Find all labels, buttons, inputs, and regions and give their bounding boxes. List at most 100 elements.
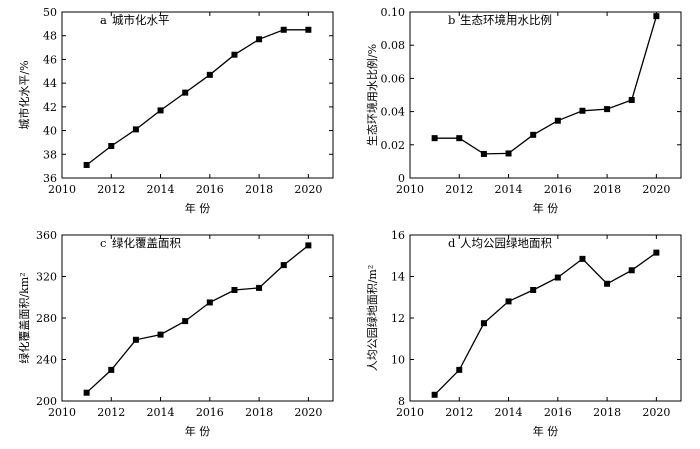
panel-title: 城市化水平 — [112, 13, 170, 27]
data-point-marker — [480, 320, 487, 327]
panel-c-green-coverage-area: 2010 2012 2014 2016 2018 2020 200 240 280 320 360 c… — [17, 229, 334, 438]
plot-frame — [61, 11, 334, 179]
data-point-marker — [231, 51, 238, 58]
y-tick-label: 0.10 — [381, 6, 406, 19]
panel-title: 绿化覆盖面积 — [112, 236, 181, 250]
x-tick-label: 2020 — [642, 406, 670, 419]
y-tick-label: 0.06 — [381, 72, 406, 85]
x-tick-label: 2010 — [396, 406, 424, 419]
x-axis-title: 年 份 — [533, 201, 559, 215]
series-line — [86, 244, 309, 394]
y-tick-label: 360 — [36, 229, 57, 242]
plot-frame — [409, 234, 682, 402]
x-axis-title: 年 份 — [533, 424, 559, 438]
y-tick-label: 50 — [43, 6, 57, 19]
data-point-marker — [132, 126, 139, 133]
data-point-marker — [132, 336, 139, 343]
x-tick-label: 2020 — [294, 406, 322, 419]
data-point-marker — [579, 107, 586, 114]
x-tick-label: 2018 — [593, 183, 621, 196]
data-point-marker — [505, 150, 512, 157]
x-tick-label: 2010 — [48, 183, 76, 196]
data-point-marker — [83, 161, 90, 168]
y-tick-label: 0.04 — [381, 106, 406, 119]
panel-title: 生态环境用水比例 — [460, 13, 552, 27]
x-tick-label: 2010 — [396, 183, 424, 196]
y-tick-label: 8 — [398, 395, 405, 408]
y-tick-label: 36 — [43, 172, 57, 185]
x-tick-label: 2012 — [445, 183, 473, 196]
data-point-marker — [628, 96, 635, 103]
data-point-marker — [182, 89, 189, 96]
x-axis-title: 年 份 — [185, 424, 211, 438]
data-point-marker — [431, 135, 438, 142]
x-tick-label: 2012 — [97, 406, 125, 419]
x-tick-label: 2018 — [245, 183, 273, 196]
y-tick-label: 0.08 — [381, 39, 406, 52]
data-point-marker — [280, 26, 287, 33]
x-tick-label: 2012 — [97, 183, 125, 196]
y-tick-label: 16 — [391, 229, 405, 242]
data-point-marker — [530, 131, 537, 138]
x-tick-label: 2020 — [294, 183, 322, 196]
data-point-marker — [604, 280, 611, 287]
data-point-marker — [182, 318, 189, 325]
data-point-marker — [157, 107, 164, 114]
data-point-marker — [157, 331, 164, 338]
x-tick-label: 2014 — [495, 406, 523, 419]
y-tick-label: 48 — [43, 30, 57, 43]
data-point-marker — [83, 389, 90, 396]
panel-d-park-green-per-capita: 2010 2012 2014 2016 2018 2020 8 10 12 14 16 d 人均公园绿地… — [365, 229, 682, 438]
x-tick-label: 2016 — [544, 183, 572, 196]
data-point-marker — [280, 262, 287, 269]
data-point-marker — [456, 366, 463, 373]
data-point-marker — [554, 274, 561, 281]
y-tick-label: 240 — [36, 354, 57, 367]
data-point-marker — [256, 284, 263, 291]
y-axis-title: 绿化覆盖面积/km² — [17, 272, 31, 363]
data-point-marker — [206, 299, 213, 306]
data-point-marker — [256, 36, 263, 43]
panel-title: 人均公园绿地面积 — [460, 236, 552, 250]
y-tick-label: 200 — [36, 395, 57, 408]
data-point-marker — [231, 286, 238, 293]
panel-b-eco-water-ratio: 2010 2012 2014 2016 2018 2020 0 0.02 0.04 0.06 0.0… — [365, 6, 682, 215]
plot-frame — [61, 234, 334, 402]
x-tick-label: 2016 — [196, 406, 224, 419]
x-axis-title: 年 份 — [185, 201, 211, 215]
panel-label: a — [100, 13, 107, 27]
data-point-marker — [554, 117, 561, 124]
y-tick-label: 0.02 — [381, 139, 406, 152]
y-axis-title: 人均公园绿地面积/m² — [365, 265, 379, 372]
data-point-marker — [530, 286, 537, 293]
y-tick-label: 42 — [43, 101, 57, 114]
y-tick-label: 14 — [391, 271, 405, 284]
data-point-marker — [108, 366, 115, 373]
y-tick-label: 12 — [391, 312, 405, 325]
y-tick-label: 44 — [43, 77, 57, 90]
x-tick-label: 2018 — [593, 406, 621, 419]
data-point-marker — [206, 71, 213, 78]
y-tick-label: 46 — [43, 53, 57, 66]
x-tick-label: 2010 — [48, 406, 76, 419]
data-point-marker — [628, 267, 635, 274]
y-tick-label: 280 — [36, 312, 57, 325]
y-tick-label: 320 — [36, 271, 57, 284]
y-tick-label: 0 — [398, 172, 405, 185]
panel-label: c — [100, 236, 106, 250]
x-tick-label: 2020 — [642, 183, 670, 196]
y-axis-title: 生态环境用水比例/% — [365, 44, 379, 146]
x-tick-label: 2018 — [245, 406, 273, 419]
x-tick-label: 2014 — [147, 406, 175, 419]
data-point-marker — [653, 249, 660, 256]
panel-label: d — [448, 236, 456, 250]
data-point-marker — [305, 26, 312, 33]
series-line — [434, 16, 658, 155]
data-point-marker — [604, 106, 611, 113]
x-tick-label: 2012 — [445, 406, 473, 419]
x-tick-label: 2016 — [196, 183, 224, 196]
y-tick-label: 10 — [391, 354, 405, 367]
y-axis-title: 城市化水平/% — [17, 60, 31, 129]
data-point-marker — [653, 13, 660, 20]
